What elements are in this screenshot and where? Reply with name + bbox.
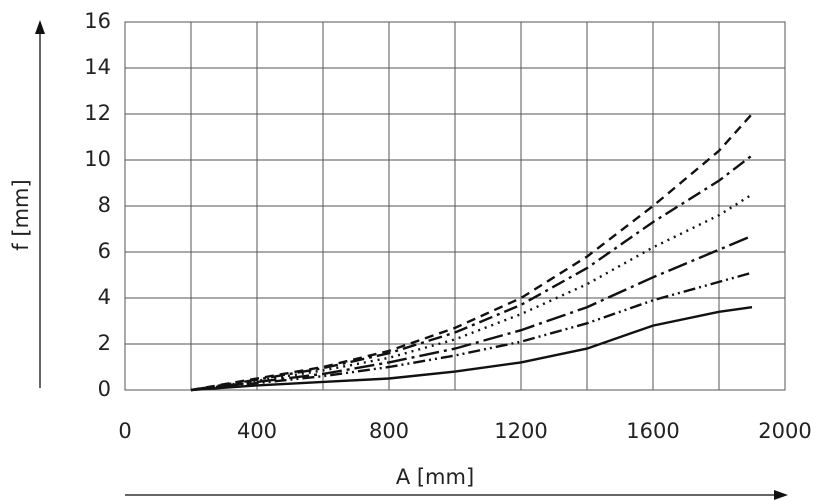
series-line [190, 113, 753, 392]
y-arrow-head [35, 20, 45, 34]
series-line [190, 193, 753, 392]
x-tick-label: 1600 [626, 419, 679, 443]
y-tick-label: 10 [84, 147, 111, 171]
y-tick-label: 16 [84, 9, 111, 33]
series-line [190, 154, 753, 392]
x-tick-label: 400 [237, 419, 277, 443]
x-tick-label: 2000 [758, 419, 811, 443]
x-tick-label: 1200 [494, 419, 547, 443]
y-tick-label: 0 [98, 377, 111, 401]
x-tick-label: 0 [118, 419, 131, 443]
y-tick-label: 6 [98, 239, 111, 263]
y-tick-label: 12 [84, 101, 111, 125]
series-line [190, 271, 753, 392]
y-axis-label: f [mm] [9, 179, 33, 250]
y-tick-label: 8 [98, 193, 111, 217]
y-tick-label: 4 [98, 285, 111, 309]
series-line [190, 306, 753, 392]
x-axis-label: A [mm] [396, 465, 474, 489]
y-tick-label: 14 [84, 55, 111, 79]
x-arrow-head [774, 490, 788, 500]
series-line [190, 234, 753, 392]
y-tick-label: 2 [98, 331, 111, 355]
x-tick-label: 800 [369, 419, 409, 443]
